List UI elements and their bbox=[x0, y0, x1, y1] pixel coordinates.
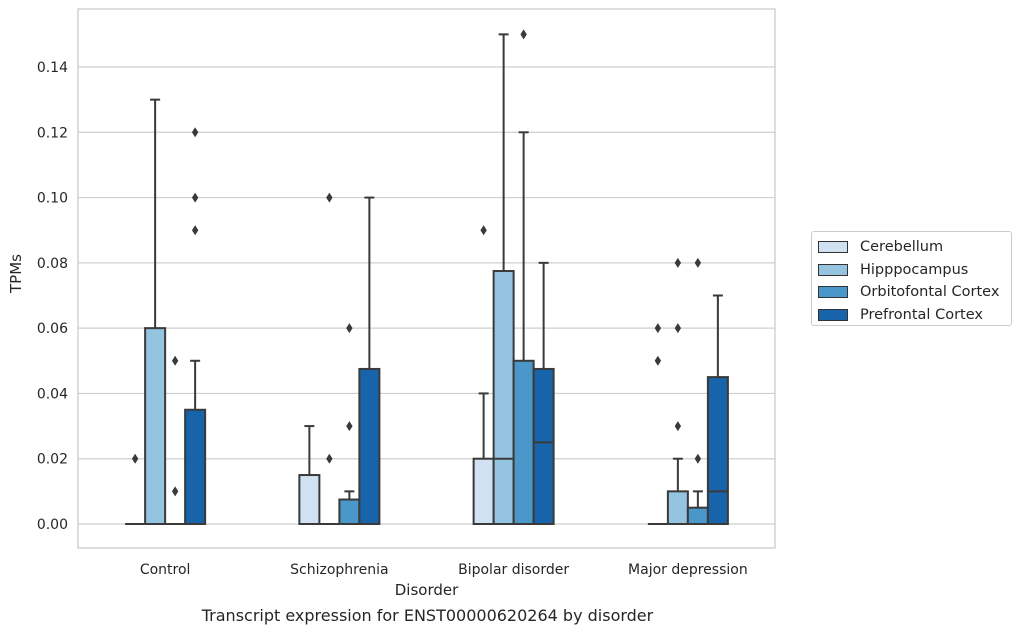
legend-swatch bbox=[818, 286, 848, 299]
x-tick-label: Schizophrenia bbox=[290, 562, 388, 578]
box-prefrontal-cortex bbox=[358, 367, 381, 526]
outlier-point bbox=[171, 355, 179, 366]
box-hipppocampus bbox=[492, 270, 515, 525]
outlier-point bbox=[326, 453, 333, 464]
box-orbitofontal-cortex bbox=[338, 498, 361, 525]
x-tick-label: Bipolar disorder bbox=[458, 562, 569, 578]
legend-label: Cerebellum bbox=[860, 239, 944, 256]
legend-swatch bbox=[818, 263, 848, 276]
legend-label: Prefrontal Cortex bbox=[860, 306, 983, 323]
box-hipppocampus bbox=[144, 327, 167, 525]
box-prefrontal-cortex bbox=[532, 367, 555, 526]
y-tick-label: 0.06 bbox=[37, 321, 68, 337]
box-orbitofontal-cortex bbox=[686, 506, 709, 525]
outlier-point bbox=[191, 127, 199, 138]
y-tick-label: 0.08 bbox=[37, 256, 68, 272]
y-tick-label: 0.04 bbox=[37, 386, 68, 402]
legend-swatch bbox=[818, 308, 848, 321]
outlier-point bbox=[674, 323, 682, 334]
outlier-point bbox=[171, 486, 179, 497]
outlier-point bbox=[191, 192, 199, 203]
box-prefrontal-cortex bbox=[184, 408, 207, 525]
outlier-point bbox=[191, 225, 199, 236]
outlier-point bbox=[520, 29, 527, 40]
outlier-point bbox=[694, 453, 702, 464]
chart-legend: Cerebellum Hipppocampus Orbitofontal Corte… bbox=[811, 231, 1012, 326]
outlier-point bbox=[674, 421, 682, 432]
box-cerebellum bbox=[472, 457, 495, 526]
outlier-point bbox=[326, 192, 333, 203]
y-tick-label: 0.10 bbox=[37, 191, 68, 207]
box-prefrontal-cortex bbox=[706, 376, 729, 525]
box-orbitofontal-cortex bbox=[512, 359, 535, 525]
y-tick-label: 0.14 bbox=[37, 60, 68, 76]
legend-item: Prefrontal Cortex bbox=[818, 304, 1005, 327]
chart-caption: Transcript expression for ENST0000062026… bbox=[201, 606, 654, 625]
y-tick-label: 0.12 bbox=[37, 125, 68, 141]
outlier-point bbox=[131, 453, 139, 464]
plot-frame bbox=[77, 8, 776, 549]
box-hipppocampus bbox=[666, 490, 689, 526]
outlier-point bbox=[694, 257, 702, 268]
y-tick-label: 0.02 bbox=[37, 452, 68, 468]
legend-swatch bbox=[818, 241, 848, 254]
outlier-point bbox=[654, 355, 662, 366]
legend-label: Hipppocampus bbox=[860, 261, 969, 278]
legend-item: Hipppocampus bbox=[818, 259, 1005, 282]
outlier-point bbox=[674, 257, 682, 268]
outlier-point bbox=[346, 323, 353, 334]
y-axis-title: TPMs bbox=[7, 254, 25, 294]
legend-item: Cerebellum bbox=[818, 236, 1005, 259]
x-axis-title: Disorder bbox=[395, 581, 459, 599]
outlier-point bbox=[654, 323, 662, 334]
x-tick-label: Control bbox=[140, 562, 191, 578]
legend-item: Orbitofontal Cortex bbox=[818, 281, 1005, 304]
legend-label: Orbitofontal Cortex bbox=[860, 284, 1000, 301]
outlier-point bbox=[480, 225, 487, 236]
box-cerebellum bbox=[298, 474, 321, 525]
outlier-point bbox=[346, 421, 353, 432]
x-tick-label: Major depression bbox=[628, 562, 748, 578]
y-tick-label: 0.00 bbox=[37, 517, 68, 533]
